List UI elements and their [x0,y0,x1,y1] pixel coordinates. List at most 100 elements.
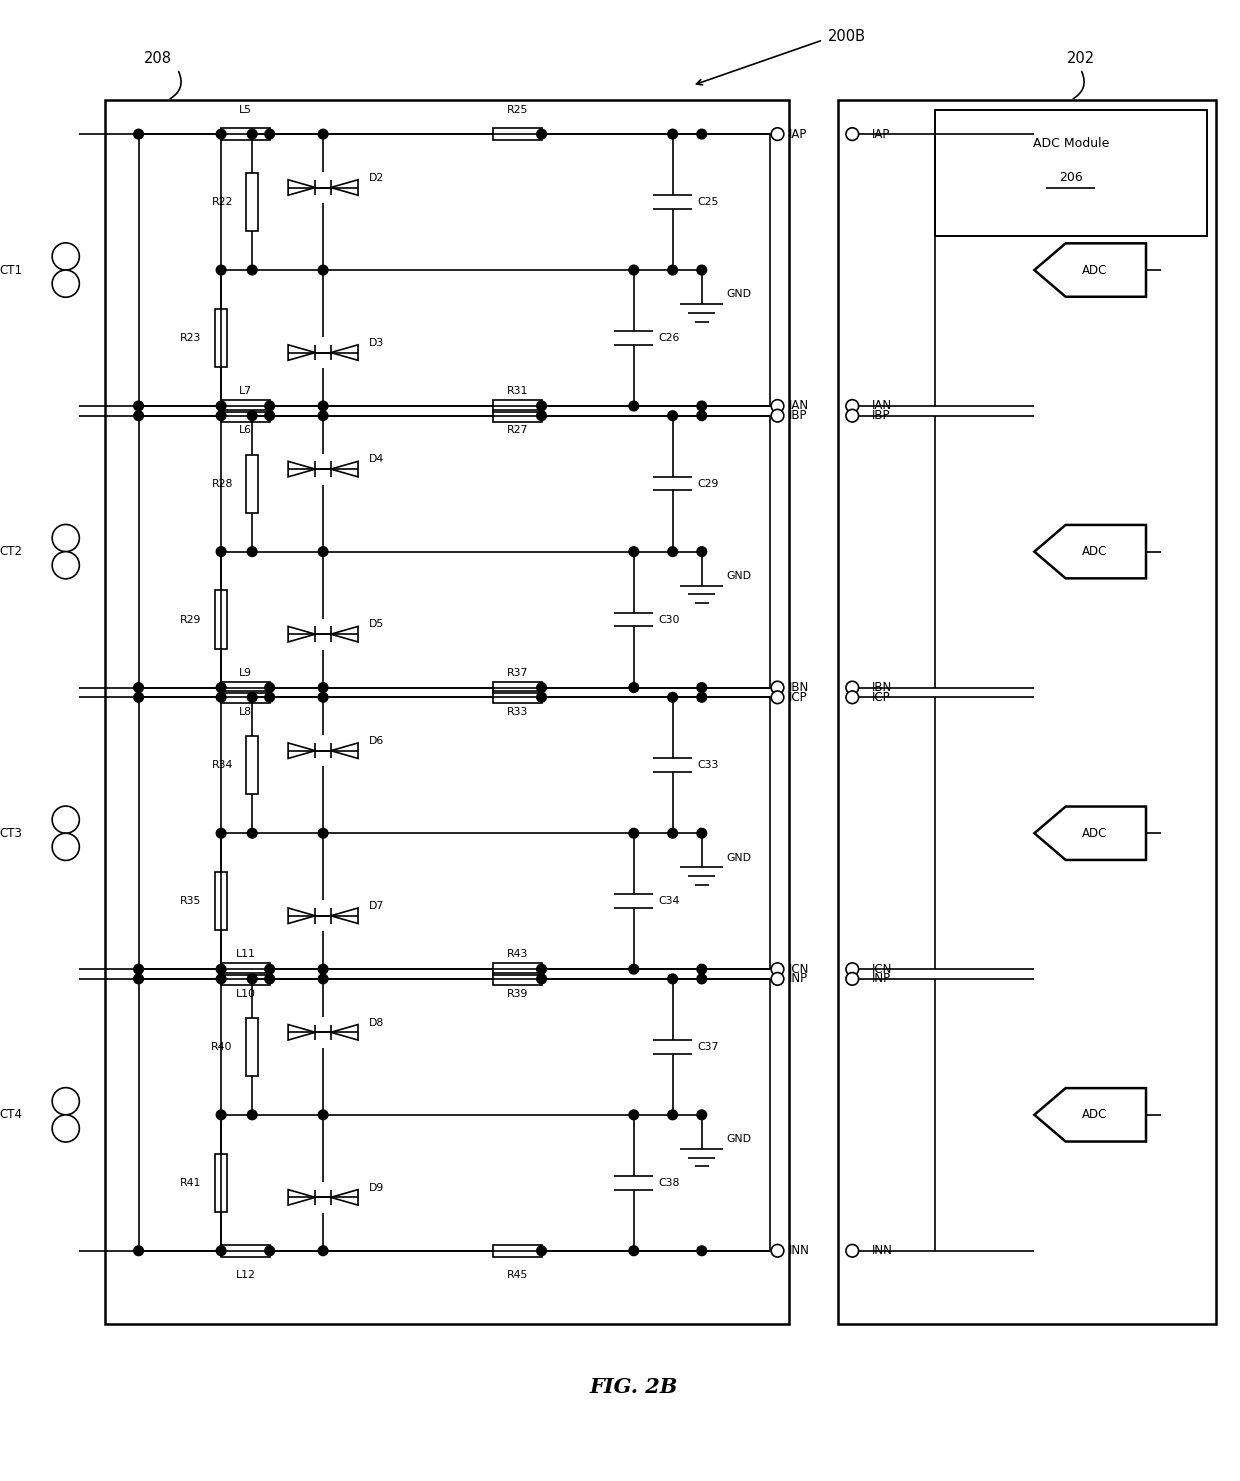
Text: ICP: ICP [872,690,890,703]
Bar [494,129,542,139]
Circle shape [668,410,677,421]
Text: ADC: ADC [1083,1108,1107,1121]
Circle shape [319,964,327,974]
Circle shape [697,974,707,983]
Text: ICN: ICN [789,963,810,976]
Text: D3: D3 [368,338,384,348]
Circle shape [846,1244,858,1257]
Circle shape [247,129,257,139]
Bar [139,135,770,406]
Text: C34: C34 [658,896,680,906]
Circle shape [265,683,274,693]
Text: L7: L7 [239,387,252,397]
Text: R22: R22 [211,197,233,207]
Circle shape [668,546,677,557]
Circle shape [629,401,639,410]
Text: D7: D7 [368,900,384,911]
Bar [221,681,269,693]
Bar [216,872,227,930]
Circle shape [134,964,144,974]
Text: D4: D4 [368,455,384,465]
Circle shape [629,828,639,838]
Text: R33: R33 [507,706,528,717]
Text: ADC: ADC [1083,826,1107,840]
Bar [494,963,542,974]
Bar [494,692,542,703]
Circle shape [629,1246,639,1256]
Bar [935,110,1207,235]
Text: IAP: IAP [789,127,807,141]
Circle shape [668,1109,677,1120]
Text: 208: 208 [144,52,172,67]
Circle shape [668,974,677,983]
Circle shape [52,1115,79,1142]
Circle shape [846,127,858,141]
Bar [221,410,269,422]
Text: IBN: IBN [872,681,892,695]
Text: L8: L8 [239,706,252,717]
Circle shape [319,683,327,693]
Text: GND: GND [727,289,751,299]
Text: L6: L6 [239,425,252,435]
Circle shape [771,681,784,695]
Circle shape [216,693,226,702]
Circle shape [697,1109,707,1120]
Bar [494,1246,542,1256]
Circle shape [846,409,858,422]
Bar [838,101,1216,1324]
Circle shape [247,1109,257,1120]
Bar [494,681,542,693]
Circle shape [52,834,79,860]
Circle shape [52,806,79,834]
Circle shape [52,243,79,270]
Circle shape [216,401,226,410]
Circle shape [52,1087,79,1115]
Text: R39: R39 [507,989,528,998]
Circle shape [771,973,784,985]
Circle shape [846,973,858,985]
Circle shape [697,401,707,410]
Text: 202: 202 [1066,52,1095,67]
Bar [139,416,770,687]
Circle shape [319,1109,327,1120]
Text: R28: R28 [211,478,233,489]
Text: 200B: 200B [828,30,866,44]
Text: GND: GND [727,853,751,862]
Text: ADC Module: ADC Module [1033,138,1109,150]
Circle shape [697,410,707,421]
Circle shape [697,546,707,557]
Circle shape [216,265,226,275]
Text: R37: R37 [507,668,528,678]
Bar [494,410,542,422]
Bar [247,455,258,512]
Circle shape [265,974,274,983]
Circle shape [629,1109,639,1120]
Text: IAN: IAN [789,400,810,413]
Circle shape [134,974,144,983]
Text: D6: D6 [368,736,384,746]
Text: CT4: CT4 [0,1108,22,1121]
Text: R27: R27 [507,425,528,435]
Bar [494,973,542,985]
Text: CT1: CT1 [0,264,22,277]
Text: INN: INN [789,1244,810,1257]
Text: CT2: CT2 [0,545,22,558]
Circle shape [134,683,144,693]
Text: R25: R25 [507,105,528,114]
Text: R29: R29 [180,615,202,625]
Text: L9: L9 [239,668,252,678]
Text: D9: D9 [368,1183,384,1192]
Circle shape [697,683,707,693]
Circle shape [668,265,677,275]
Circle shape [216,410,226,421]
Circle shape [216,1246,226,1256]
Text: C26: C26 [658,333,680,344]
Text: INP: INP [872,973,890,985]
Circle shape [629,265,639,275]
Text: INN: INN [872,1244,893,1257]
Text: GND: GND [727,1134,751,1145]
Circle shape [771,692,784,703]
Text: C30: C30 [658,615,680,625]
Text: ADC: ADC [1083,264,1107,277]
Circle shape [265,401,274,410]
